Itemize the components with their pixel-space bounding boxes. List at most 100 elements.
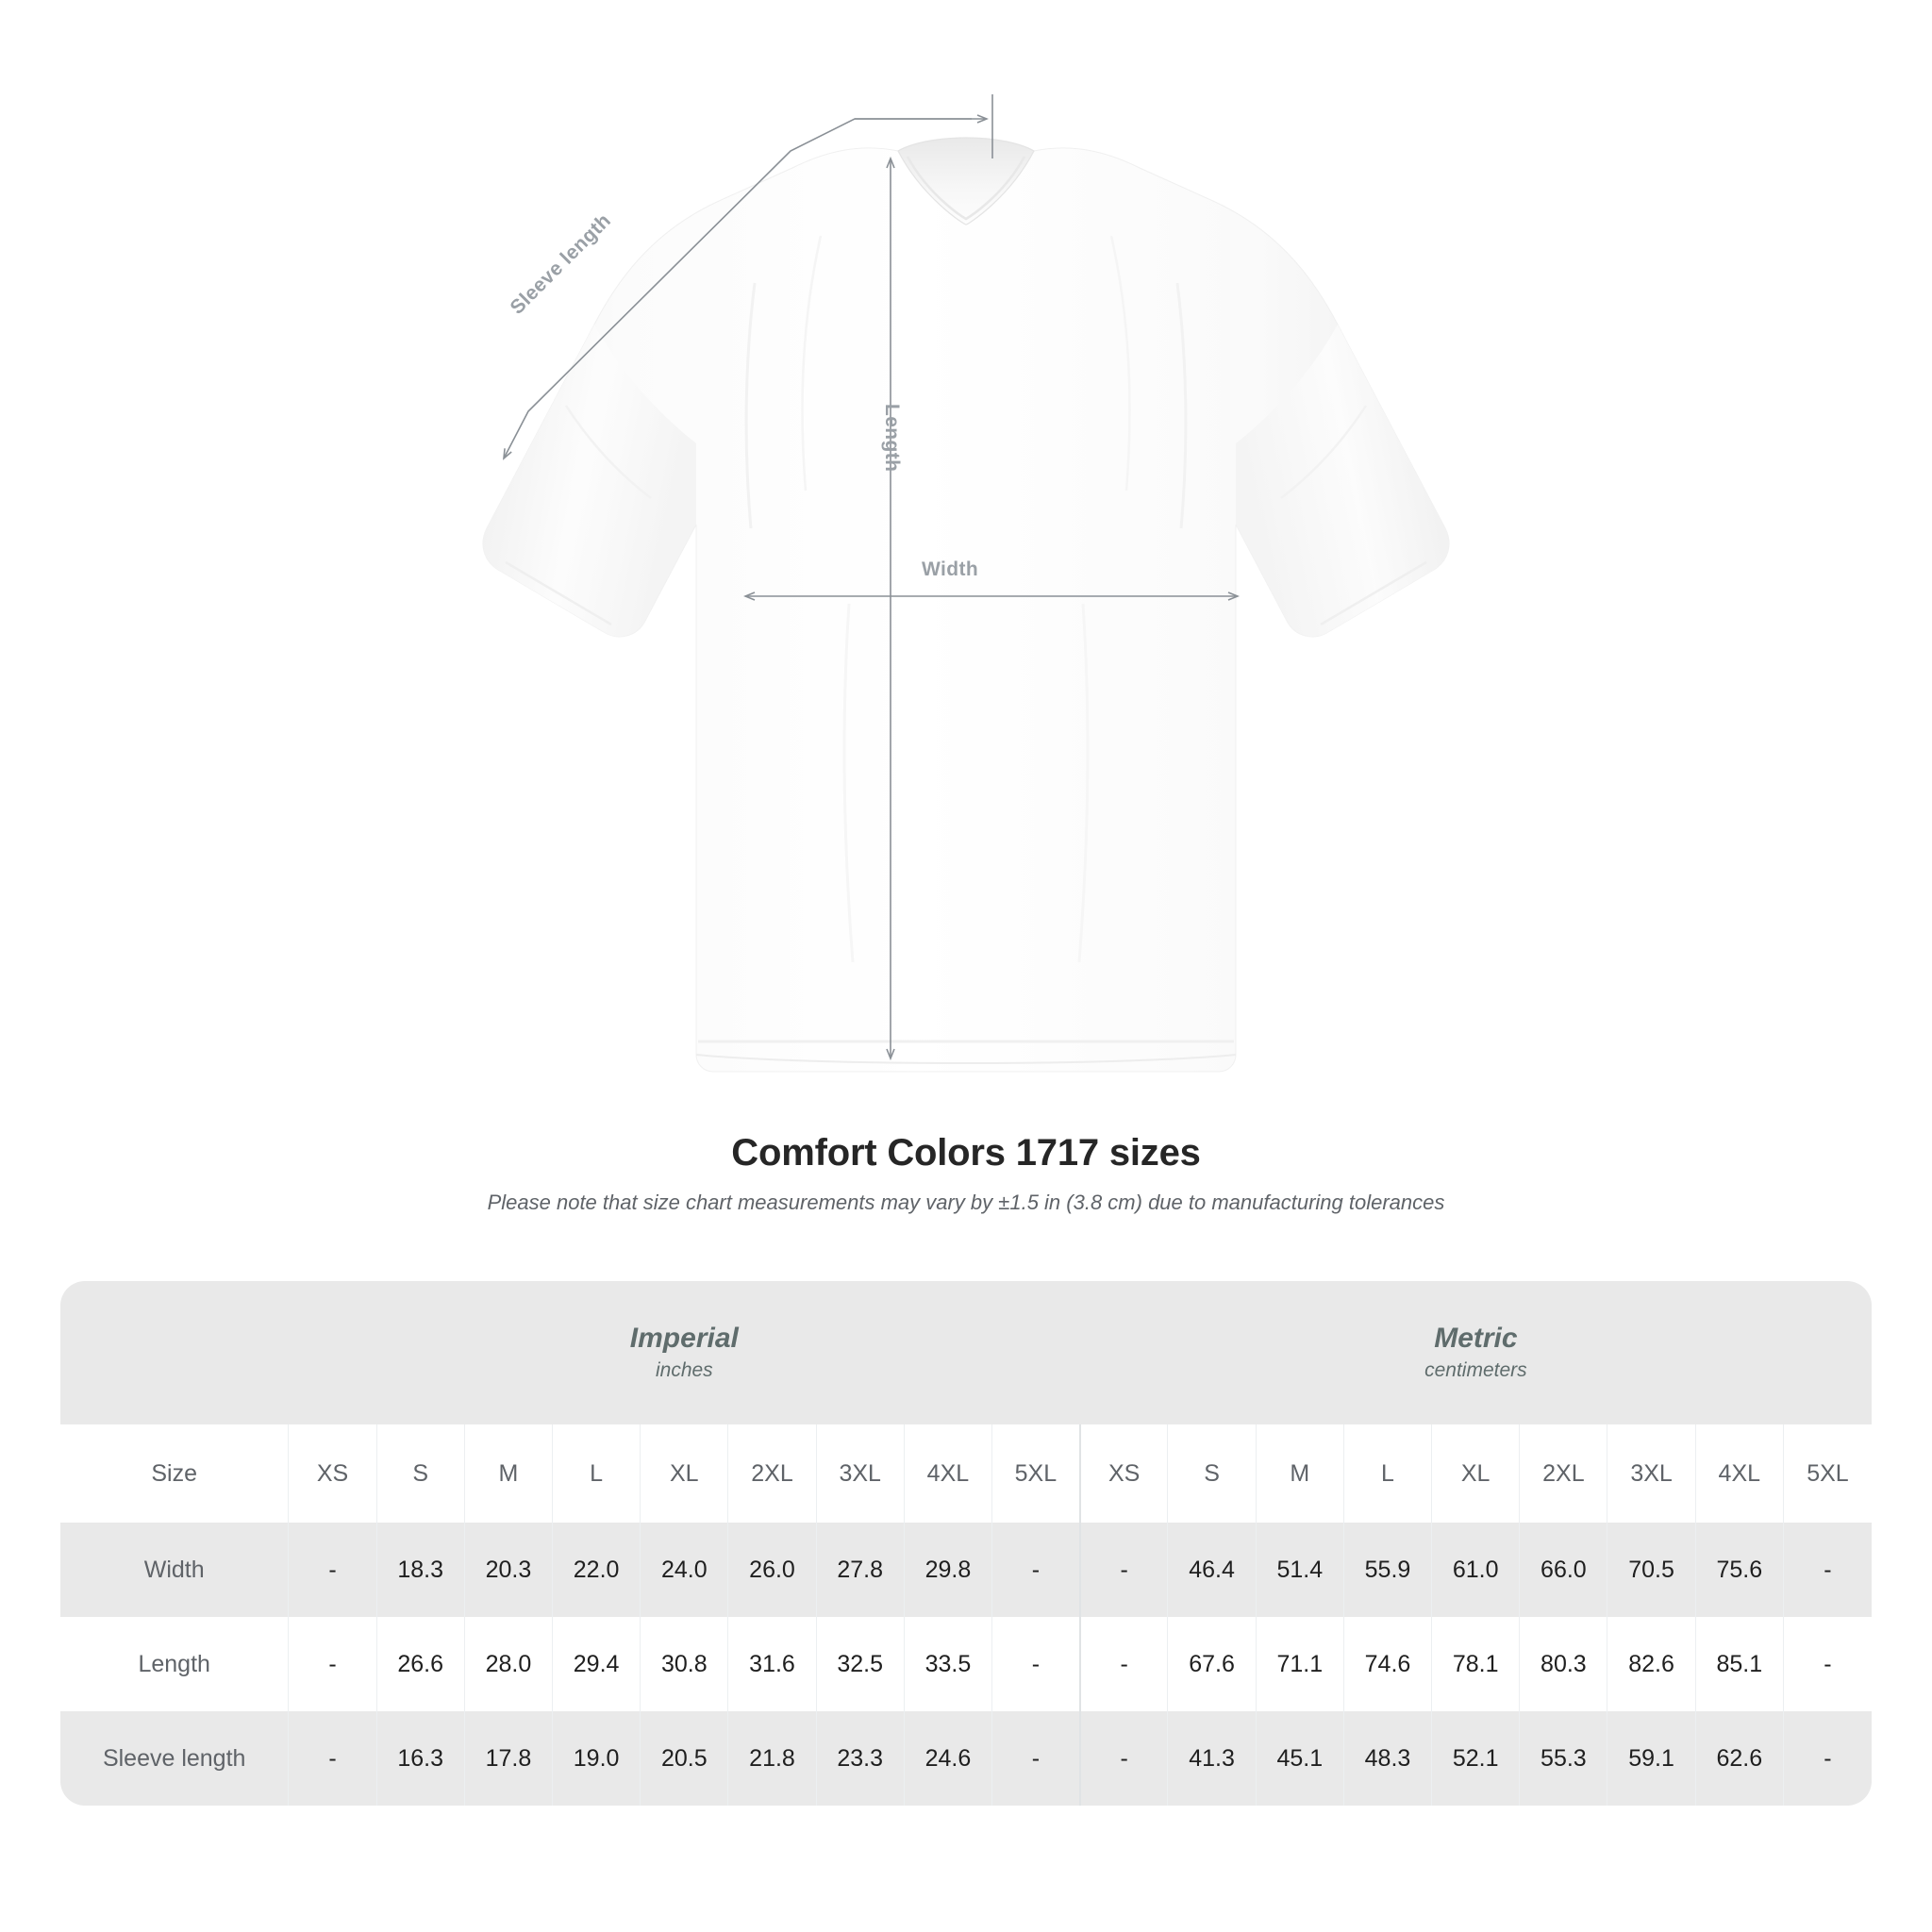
table-row-sleeve-length: Sleeve length - 16.3 17.8 19.0 20.5 21.8… xyxy=(60,1711,1872,1806)
row-label-length: Length xyxy=(60,1617,289,1711)
cell-width-metric-3xl: 70.5 xyxy=(1607,1523,1696,1617)
unit-banner-metric: Metric centimeters xyxy=(1079,1281,1872,1424)
header-imperial-3xl: 3XL xyxy=(815,1424,905,1523)
cell-sleeve-metric-3xl: 59.1 xyxy=(1607,1711,1696,1806)
cell-sleeve-metric-4xl: 62.6 xyxy=(1694,1711,1784,1806)
unit-banner-row: Imperial inches Metric centimeters xyxy=(60,1281,1872,1424)
header-imperial-xs: XS xyxy=(288,1424,377,1523)
unit-sub-metric: centimeters xyxy=(1424,1359,1527,1381)
cell-sleeve-metric-2xl: 55.3 xyxy=(1519,1711,1607,1806)
cell-length-imperial-4xl: 33.5 xyxy=(903,1617,992,1711)
size-chart-table-wrap: Imperial inches Metric centimeters Size … xyxy=(60,1281,1872,1806)
header-metric-4xl: 4XL xyxy=(1694,1424,1784,1523)
cell-length-metric-m: 71.1 xyxy=(1255,1617,1344,1711)
measurement-guides xyxy=(504,94,1238,1058)
table-row-length: Length - 26.6 28.0 29.4 30.8 31.6 32.5 3… xyxy=(60,1617,1872,1711)
cell-width-metric-5xl: - xyxy=(1782,1523,1872,1617)
cell-width-imperial-4xl: 29.8 xyxy=(903,1523,992,1617)
cell-width-imperial-s: 18.3 xyxy=(375,1523,465,1617)
cell-width-metric-4xl: 75.6 xyxy=(1694,1523,1784,1617)
cell-sleeve-imperial-4xl: 24.6 xyxy=(903,1711,992,1806)
cell-width-metric-xl: 61.0 xyxy=(1431,1523,1520,1617)
cell-sleeve-imperial-s: 16.3 xyxy=(375,1711,465,1806)
header-metric-m: M xyxy=(1255,1424,1344,1523)
row-label-width: Width xyxy=(60,1523,289,1617)
length-dimension-label: Length xyxy=(881,404,903,473)
tshirt-illustration xyxy=(482,94,1450,1073)
row-label-sleeve-length: Sleeve length xyxy=(60,1711,289,1806)
cell-sleeve-metric-5xl: - xyxy=(1782,1711,1872,1806)
cell-width-imperial-m: 20.3 xyxy=(463,1523,553,1617)
cell-length-imperial-3xl: 32.5 xyxy=(815,1617,905,1711)
header-metric-3xl: 3XL xyxy=(1607,1424,1696,1523)
cell-length-imperial-l: 29.4 xyxy=(551,1617,641,1711)
cell-sleeve-imperial-2xl: 21.8 xyxy=(727,1711,817,1806)
cell-width-metric-s: 46.4 xyxy=(1167,1523,1257,1617)
cell-length-imperial-xs: - xyxy=(288,1617,377,1711)
header-metric-5xl: 5XL xyxy=(1782,1424,1872,1523)
cell-sleeve-imperial-xs: - xyxy=(288,1711,377,1806)
cell-length-metric-4xl: 85.1 xyxy=(1694,1617,1784,1711)
shoulder-reference-arrow xyxy=(855,94,993,158)
cell-length-metric-3xl: 82.6 xyxy=(1607,1617,1696,1711)
cell-length-imperial-xl: 30.8 xyxy=(640,1617,728,1711)
header-imperial-l: L xyxy=(551,1424,641,1523)
unit-name-metric: Metric xyxy=(1434,1322,1518,1354)
cell-length-metric-xl: 78.1 xyxy=(1431,1617,1520,1711)
header-metric-l: L xyxy=(1342,1424,1432,1523)
width-dimension-label: Width xyxy=(922,558,979,580)
cell-width-metric-l: 55.9 xyxy=(1342,1523,1432,1617)
cell-width-imperial-5xl: - xyxy=(991,1523,1080,1617)
cell-width-metric-m: 51.4 xyxy=(1255,1523,1344,1617)
page-title: Comfort Colors 1717 sizes xyxy=(731,1132,1201,1174)
header-metric-s: S xyxy=(1167,1424,1257,1523)
title-block: Comfort Colors 1717 sizes Please note th… xyxy=(0,1132,1932,1215)
header-imperial-2xl: 2XL xyxy=(727,1424,817,1523)
cell-width-imperial-2xl: 26.0 xyxy=(727,1523,817,1617)
cell-length-imperial-2xl: 31.6 xyxy=(727,1617,817,1711)
cell-sleeve-metric-xl: 52.1 xyxy=(1431,1711,1520,1806)
unit-banner-imperial: Imperial inches xyxy=(288,1281,1080,1424)
cell-length-metric-l: 74.6 xyxy=(1342,1617,1432,1711)
cell-length-metric-s: 67.6 xyxy=(1167,1617,1257,1711)
cell-width-imperial-l: 22.0 xyxy=(551,1523,641,1617)
cell-width-imperial-xl: 24.0 xyxy=(640,1523,728,1617)
cell-sleeve-metric-l: 48.3 xyxy=(1342,1711,1432,1806)
size-chart-table: Imperial inches Metric centimeters Size … xyxy=(60,1281,1872,1806)
cell-sleeve-imperial-l: 19.0 xyxy=(551,1711,641,1806)
tolerance-note: Please note that size chart measurements… xyxy=(487,1191,1445,1214)
cell-length-metric-5xl: - xyxy=(1782,1617,1872,1711)
cell-length-imperial-s: 26.6 xyxy=(375,1617,465,1711)
cell-sleeve-imperial-5xl: - xyxy=(991,1711,1080,1806)
header-imperial-m: M xyxy=(463,1424,553,1523)
cell-length-imperial-m: 28.0 xyxy=(463,1617,553,1711)
header-size-label: Size xyxy=(60,1424,289,1523)
tshirt-diagram: Sleeve length Length Width xyxy=(482,94,1450,1073)
tshirt-body-shape xyxy=(482,137,1450,1073)
cell-sleeve-metric-m: 45.1 xyxy=(1255,1711,1344,1806)
cell-length-metric-2xl: 80.3 xyxy=(1519,1617,1607,1711)
table-header-row: Size XS S M L XL 2XL 3XL 4XL 5XL XS S M … xyxy=(60,1424,1872,1523)
header-metric-2xl: 2XL xyxy=(1519,1424,1607,1523)
cell-sleeve-imperial-3xl: 23.3 xyxy=(815,1711,905,1806)
cell-sleeve-imperial-xl: 20.5 xyxy=(640,1711,728,1806)
cell-width-imperial-xs: - xyxy=(288,1523,377,1617)
cell-length-metric-xs: - xyxy=(1078,1617,1168,1711)
unit-banner-corner xyxy=(60,1281,289,1424)
cell-sleeve-metric-xs: - xyxy=(1078,1711,1168,1806)
cell-width-metric-xs: - xyxy=(1078,1523,1168,1617)
cell-width-metric-2xl: 66.0 xyxy=(1519,1523,1607,1617)
unit-sub-imperial: inches xyxy=(655,1359,713,1381)
header-imperial-4xl: 4XL xyxy=(903,1424,992,1523)
cell-width-imperial-3xl: 27.8 xyxy=(815,1523,905,1617)
header-imperial-5xl: 5XL xyxy=(991,1424,1080,1523)
header-metric-xl: XL xyxy=(1431,1424,1520,1523)
table-row-width: Width - 18.3 20.3 22.0 24.0 26.0 27.8 29… xyxy=(60,1523,1872,1617)
header-imperial-xl: XL xyxy=(640,1424,728,1523)
unit-name-imperial: Imperial xyxy=(629,1322,739,1354)
cell-sleeve-imperial-m: 17.8 xyxy=(463,1711,553,1806)
header-imperial-s: S xyxy=(375,1424,465,1523)
header-metric-xs: XS xyxy=(1078,1424,1168,1523)
cell-length-imperial-5xl: - xyxy=(991,1617,1080,1711)
cell-sleeve-metric-s: 41.3 xyxy=(1167,1711,1257,1806)
